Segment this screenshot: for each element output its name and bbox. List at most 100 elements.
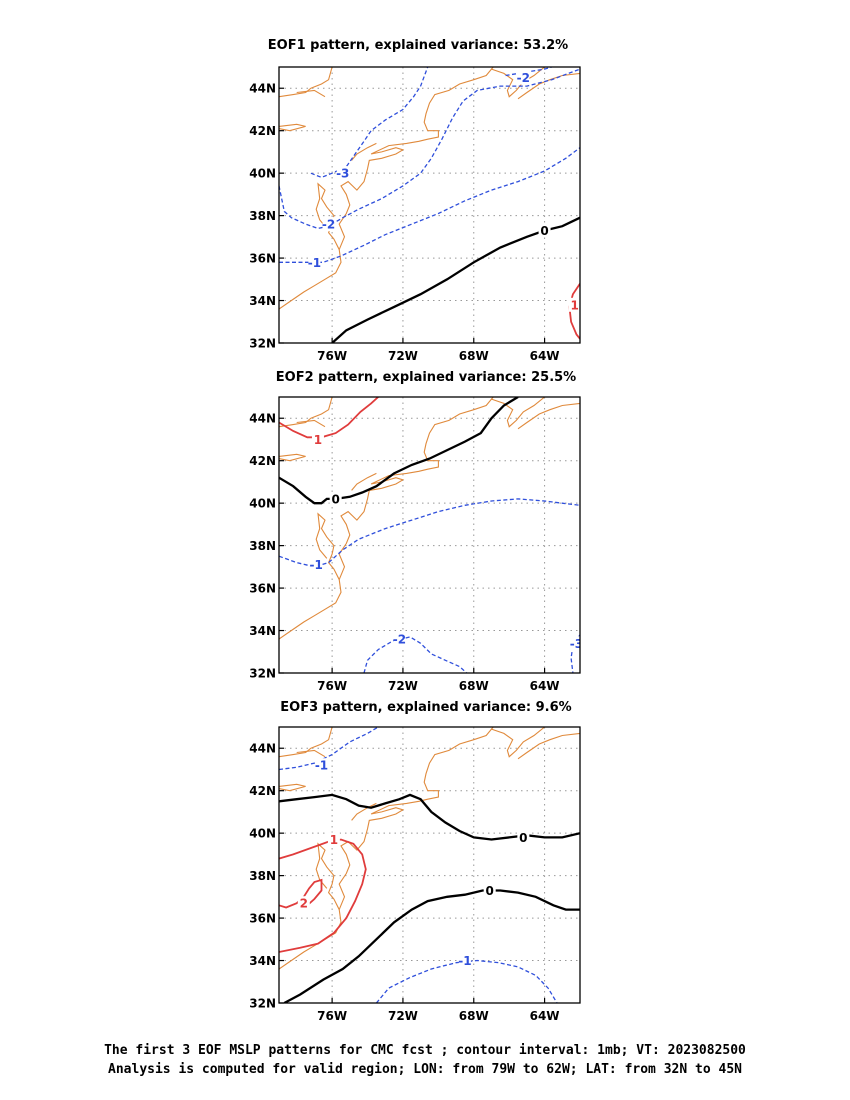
eof2-coastline-2 — [491, 397, 545, 428]
eof3-lat-tick-label-1: 34N — [249, 954, 276, 968]
eof3-lat-tick-label-2: 36N — [249, 912, 276, 926]
eof3-map-area: -1 0 0 1 2 -1 — [279, 727, 580, 1003]
eof2-coastline-3 — [517, 402, 580, 430]
eof1-contour-label-bg-2 — [517, 70, 530, 85]
eof2-contour-label-bg-2 — [310, 557, 323, 572]
eof1-panel: EOF1 pattern, explained variance: 53.2% … — [249, 38, 581, 363]
eof2-contour-label-1: 0 — [331, 492, 339, 506]
eof3-contour-label-bg-3 — [327, 832, 340, 847]
eof2-contour-label-4: -3 — [570, 637, 583, 651]
eof3-coastline-4 — [279, 783, 306, 792]
eof1-lat-tick-label-1: 34N — [249, 294, 276, 308]
eof1-coastline-6 — [296, 89, 326, 98]
eof3-contour-label-2: 0 — [486, 884, 494, 898]
eof1-title: EOF1 pattern, explained variance: 53.2% — [268, 38, 568, 53]
eof1-lon-tick-label-2: 68W — [459, 349, 489, 363]
eof2-lat-tick-label-4: 40N — [249, 497, 276, 511]
eof1-coastline-0 — [279, 182, 342, 310]
eof3-lon-tick-label-2: 68W — [459, 1009, 489, 1023]
caption-line-2: Analysis is computed for valid region; L… — [108, 1062, 742, 1077]
eof3-contour-label-5: -1 — [458, 954, 471, 968]
eof2-contour-label-bg-1 — [329, 491, 342, 506]
eof1-lon-tick-label-1: 72W — [388, 349, 418, 363]
eof3-coastline-6 — [296, 749, 326, 758]
eof3-title: EOF3 pattern, explained variance: 9.6% — [280, 700, 571, 715]
eof3-lat-tick-label-0: 32N — [249, 997, 276, 1011]
eof2-coastline-4 — [279, 453, 306, 462]
eof3-lon-tick-label-1: 72W — [388, 1009, 418, 1023]
eof2-lat-tick-label-1: 34N — [249, 624, 276, 638]
eof2-coastline-0 — [279, 512, 342, 640]
eof2-contour-label-bg-3 — [393, 632, 406, 647]
eof2-coastline-5 — [279, 397, 333, 428]
eof3-coastline-3 — [517, 732, 580, 760]
eof3-coastline-2 — [491, 727, 545, 758]
eof1-coastline-7 — [351, 142, 377, 161]
eof1-contour-label-0: -3 — [336, 167, 349, 181]
eof1-lat-tick-label-0: 32N — [249, 337, 276, 351]
eof3-contour-label-4: 2 — [300, 897, 308, 911]
eof3-contour-label-bg-5 — [458, 953, 471, 968]
eof2-coastline-7 — [351, 472, 377, 491]
eof3-lon-tick-label-0: 76W — [317, 1009, 347, 1023]
eof3-panel: EOF3 pattern, explained variance: 9.6% -… — [249, 700, 581, 1023]
eof3-coastline-1 — [338, 727, 494, 910]
eof1-lat-tick-label-5: 42N — [249, 124, 276, 138]
eof3-lon-tick-label-3: 64W — [530, 1009, 560, 1023]
eof2-title: EOF2 pattern, explained variance: 25.5% — [276, 370, 576, 385]
caption-line-1: The first 3 EOF MSLP patterns for CMC fc… — [104, 1043, 746, 1058]
eof1-contour-1 — [279, 68, 580, 230]
eof3-contour-2 — [283, 889, 580, 1003]
eof2-contour-1 — [279, 397, 519, 505]
eof1-contour-label-5: 1 — [571, 298, 579, 312]
eof2-lat-tick-label-3: 38N — [249, 539, 276, 553]
eof2-lon-tick-label-2: 68W — [459, 679, 489, 693]
eof1-lon-tick-label-3: 64W — [530, 349, 560, 363]
eof2-contour-label-3: -2 — [393, 633, 406, 647]
eof2-contour-label-bg-0 — [311, 432, 324, 447]
eof2-lat-tick-label-6: 44N — [249, 412, 276, 426]
eof1-contour-label-bg-0 — [336, 166, 349, 181]
eof1-contour-0 — [310, 67, 429, 179]
eof2-lon-tick-label-0: 76W — [317, 679, 347, 693]
eof1-frame — [278, 66, 581, 344]
eof2-contour-label-0: 1 — [314, 433, 322, 447]
eof2-coastline-1 — [338, 397, 494, 580]
eof3-coastline-5 — [279, 727, 333, 758]
eof3-contour-3 — [279, 838, 367, 953]
eof3-lat-tick-label-4: 40N — [249, 827, 276, 841]
eof3-contour-4 — [279, 878, 323, 909]
eof1-contour-5 — [568, 283, 580, 340]
eof1-coastline-4 — [279, 123, 306, 132]
eof1-contour-label-4: 0 — [540, 224, 548, 238]
eof3-contour-label-3: 1 — [330, 833, 338, 847]
eof1-contour-label-1: -2 — [322, 218, 335, 232]
eof3-contour-label-bg-1 — [517, 830, 530, 845]
eof1-contour-label-bg-5 — [568, 297, 580, 312]
eof2-contour-label-bg-4 — [570, 636, 580, 651]
eof2-contour-label-2: -1 — [310, 558, 323, 572]
eof1-contour-label-3: -1 — [308, 256, 321, 270]
eof2-lat-tick-label-5: 42N — [249, 454, 276, 468]
eof1-contour-label-2: -2 — [517, 71, 530, 85]
eof3-frame — [278, 726, 581, 1004]
eof3-coastline-7 — [351, 802, 377, 821]
eof3-lat-tick-label-5: 42N — [249, 784, 276, 798]
eof1-contour-label-bg-3 — [308, 255, 321, 270]
eof2-map-area: 1 0 -1 -2 -3 — [279, 397, 583, 673]
eof3-lat-tick-label-6: 44N — [249, 742, 276, 756]
eof3-contour-label-bg-0 — [315, 758, 328, 773]
eof2-frame — [278, 396, 581, 674]
eof1-lon-tick-label-0: 76W — [317, 349, 347, 363]
eof1-coastline-5 — [279, 67, 333, 98]
eof1-contour-label-bg-1 — [322, 217, 335, 232]
eof1-lat-tick-label-4: 40N — [249, 167, 276, 181]
eof3-contour-0 — [279, 727, 379, 771]
eof3-contour-label-bg-2 — [483, 883, 496, 898]
eof2-panel: EOF2 pattern, explained variance: 25.5% … — [249, 370, 583, 693]
eof1-contour-3 — [279, 147, 580, 263]
eof2-lat-tick-label-0: 32N — [249, 667, 276, 681]
eof1-contour-label-bg-4 — [538, 223, 551, 238]
eof2-coastline-6 — [296, 419, 326, 428]
